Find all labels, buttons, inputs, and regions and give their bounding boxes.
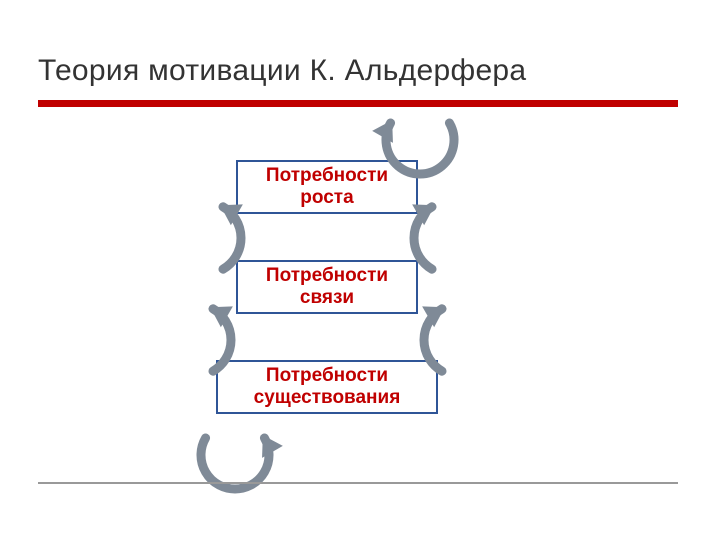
box-relation-label: Потребностисвязи <box>266 265 388 309</box>
box-existence-label: Потребностисуществования <box>254 365 401 409</box>
bottom-rule <box>38 482 678 484</box>
slide: Теория мотивации К. Альдерфера Потребнос… <box>0 0 720 540</box>
box-growth: Потребностироста <box>236 160 418 214</box>
box-growth-label: Потребностироста <box>266 165 388 209</box>
page-title: Теория мотивации К. Альдерфера <box>38 54 526 88</box>
box-relation: Потребностисвязи <box>236 260 418 314</box>
box-existence: Потребностисуществования <box>216 360 438 414</box>
title-rule <box>38 100 678 107</box>
